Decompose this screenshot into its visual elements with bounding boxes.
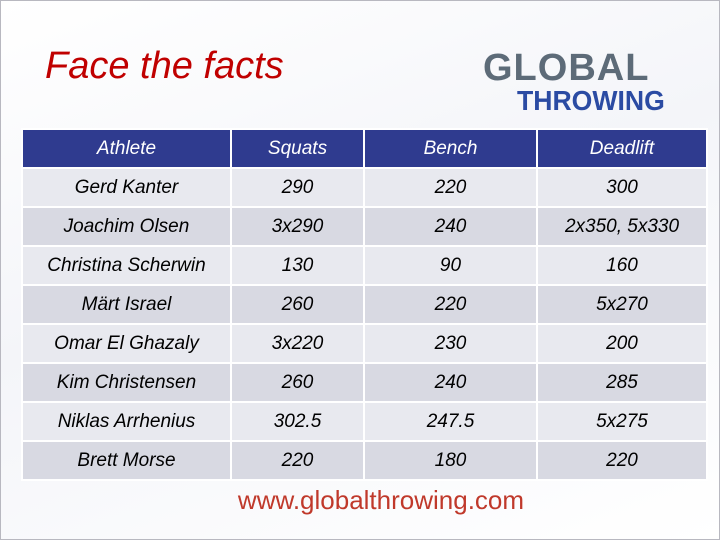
table-cell: 240 bbox=[363, 206, 538, 247]
table-cell: 2x350, 5x330 bbox=[536, 206, 708, 247]
footer-url: www.globalthrowing.com bbox=[237, 485, 525, 515]
table-cell: 90 bbox=[363, 245, 538, 286]
table-row: Niklas Arrhenius 302.5 247.5 5x275 bbox=[21, 401, 708, 442]
table-row: Brett Morse 220 180 220 bbox=[21, 440, 708, 481]
logo-line2: THROWING bbox=[517, 85, 665, 116]
table-cell: 3x220 bbox=[230, 323, 365, 364]
table-cell: 230 bbox=[363, 323, 538, 364]
column-header: Squats bbox=[230, 128, 365, 169]
table-cell: Brett Morse bbox=[21, 440, 232, 481]
table-cell: 302.5 bbox=[230, 401, 365, 442]
table-row: Märt Israel 260 220 5x270 bbox=[21, 284, 708, 325]
column-header: Deadlift bbox=[536, 128, 708, 169]
column-header: Bench bbox=[363, 128, 538, 169]
table-row: Kim Christensen 260 240 285 bbox=[21, 362, 708, 403]
table-cell: 260 bbox=[230, 284, 365, 325]
table-row: Omar El Ghazaly 3x220 230 200 bbox=[21, 323, 708, 364]
table-cell: 160 bbox=[536, 245, 708, 286]
table-cell: Christina Scherwin bbox=[21, 245, 232, 286]
table-cell: 290 bbox=[230, 167, 365, 208]
table-body: Gerd Kanter 290 220 300 Joachim Olsen 3x290 24… bbox=[21, 167, 708, 481]
table-cell: Märt Israel bbox=[21, 284, 232, 325]
table-cell: Kim Christensen bbox=[21, 362, 232, 403]
table-cell: 247.5 bbox=[363, 401, 538, 442]
table-cell: 220 bbox=[363, 284, 538, 325]
table-cell: 180 bbox=[363, 440, 538, 481]
table-cell: 5x275 bbox=[536, 401, 708, 442]
header-row: Athlete Squats Bench Deadlift bbox=[21, 128, 708, 169]
table-cell: Gerd Kanter bbox=[21, 167, 232, 208]
table-cell: Omar El Ghazaly bbox=[21, 323, 232, 364]
slide-title: Face the facts bbox=[45, 45, 284, 87]
table-cell: 260 bbox=[230, 362, 365, 403]
table-cell: 220 bbox=[230, 440, 365, 481]
column-header: Athlete bbox=[21, 128, 232, 169]
table-cell: 220 bbox=[363, 167, 538, 208]
table-cell: 240 bbox=[363, 362, 538, 403]
table-cell: 5x270 bbox=[536, 284, 708, 325]
table-cell: 200 bbox=[536, 323, 708, 364]
table-row: Joachim Olsen 3x290 240 2x350, 5x330 bbox=[21, 206, 708, 247]
table-cell: 285 bbox=[536, 362, 708, 403]
table-cell: 130 bbox=[230, 245, 365, 286]
table-cell: 220 bbox=[536, 440, 708, 481]
table-cell: Niklas Arrhenius bbox=[21, 401, 232, 442]
table-cell: 300 bbox=[536, 167, 708, 208]
logo-line1: GLOBAL bbox=[483, 47, 650, 89]
table-cell: Joachim Olsen bbox=[21, 206, 232, 247]
table-row: Christina Scherwin 130 90 160 bbox=[21, 245, 708, 286]
table-cell: 3x290 bbox=[230, 206, 365, 247]
stats-table: Athlete Squats Bench Deadlift Gerd Kanter 29… bbox=[21, 128, 708, 481]
table-row: Gerd Kanter 290 220 300 bbox=[21, 167, 708, 208]
